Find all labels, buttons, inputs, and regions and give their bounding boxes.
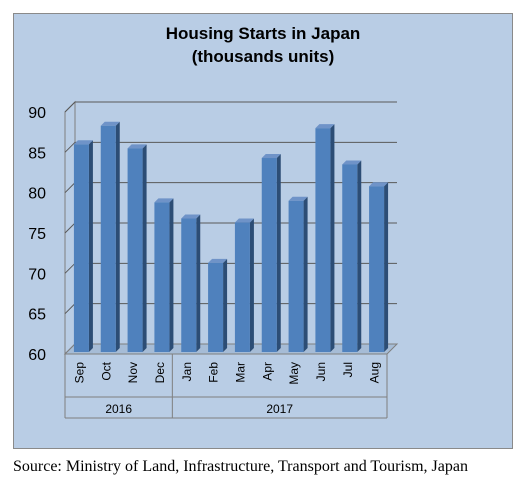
bar bbox=[208, 258, 228, 352]
gridline bbox=[64, 141, 397, 153]
x-tick-label: Jun bbox=[314, 362, 328, 381]
bar-top bbox=[181, 214, 201, 219]
bar-side bbox=[303, 196, 308, 352]
gridline bbox=[64, 101, 397, 113]
y-tick-label: 85 bbox=[28, 145, 46, 162]
bar-side bbox=[142, 144, 147, 352]
bar-side bbox=[115, 121, 120, 352]
bar bbox=[261, 154, 281, 352]
bar-front bbox=[154, 202, 170, 352]
bar-side bbox=[357, 160, 362, 352]
bar-front bbox=[261, 158, 277, 352]
bar-front bbox=[127, 148, 143, 352]
bar-top bbox=[100, 121, 120, 126]
bar bbox=[73, 140, 93, 352]
chart-title-line-2: (thousands units) bbox=[191, 47, 335, 66]
chart-floor bbox=[63, 343, 399, 355]
bar-top bbox=[342, 160, 362, 165]
y-tick-label: 70 bbox=[28, 266, 46, 283]
chart-title: Housing Starts in Japan (thousands units… bbox=[13, 22, 513, 68]
bar-side bbox=[169, 198, 174, 352]
bar-front bbox=[73, 144, 89, 352]
bar-side bbox=[249, 218, 254, 352]
bar-top bbox=[315, 124, 335, 129]
year-group-label: 2016 bbox=[105, 402, 132, 416]
x-tick-label: May bbox=[287, 362, 301, 385]
x-tick-label: Nov bbox=[126, 362, 140, 383]
bar-side bbox=[88, 140, 93, 352]
y-tick-label: 75 bbox=[28, 226, 46, 243]
bar-top bbox=[288, 196, 308, 201]
x-tick-label: Dec bbox=[153, 362, 167, 383]
bar-front bbox=[369, 186, 385, 352]
x-tick-label: Jan bbox=[180, 362, 194, 381]
bar-top bbox=[73, 140, 93, 145]
bar-front bbox=[208, 262, 224, 352]
y-tick-label: 80 bbox=[28, 186, 46, 203]
bar-side bbox=[223, 258, 228, 352]
y-tick-label: 60 bbox=[28, 347, 46, 364]
bar bbox=[127, 144, 147, 352]
x-tick-label: Jul bbox=[341, 362, 355, 377]
bar bbox=[369, 182, 389, 352]
bar-front bbox=[315, 128, 331, 352]
bar bbox=[288, 196, 308, 352]
bar-side bbox=[276, 154, 281, 352]
bar bbox=[234, 218, 254, 352]
bar-top bbox=[208, 258, 228, 263]
bar bbox=[181, 214, 201, 352]
bar-front bbox=[342, 164, 358, 352]
y-tick-label: 65 bbox=[28, 307, 46, 324]
x-tick-label: Mar bbox=[233, 362, 247, 383]
chart-title-line-1: Housing Starts in Japan bbox=[165, 24, 361, 43]
year-group-label: 2017 bbox=[266, 402, 293, 416]
bar-top bbox=[261, 154, 281, 159]
bar bbox=[100, 121, 120, 352]
bar-top bbox=[234, 218, 254, 223]
bar-side bbox=[384, 182, 389, 352]
bar-front bbox=[288, 200, 304, 352]
x-tick-label: Aug bbox=[368, 362, 382, 383]
source-note: Source: Ministry of Land, Infrastructure… bbox=[13, 458, 468, 475]
bar-top bbox=[154, 198, 174, 203]
bar-top bbox=[127, 144, 147, 149]
bar bbox=[342, 160, 362, 352]
bar-front bbox=[100, 125, 116, 352]
bar bbox=[315, 124, 335, 353]
bar-top bbox=[369, 182, 389, 187]
x-tick-label: Oct bbox=[99, 361, 113, 380]
y-tick-label: 90 bbox=[28, 105, 46, 122]
bar-front bbox=[181, 218, 197, 352]
x-tick-label: Sep bbox=[72, 362, 86, 384]
bar bbox=[154, 198, 174, 352]
bar-side bbox=[330, 124, 335, 353]
x-tick-label: Apr bbox=[260, 362, 274, 381]
bar-side bbox=[196, 214, 201, 352]
bar-front bbox=[234, 222, 250, 352]
x-tick-label: Feb bbox=[207, 362, 221, 383]
